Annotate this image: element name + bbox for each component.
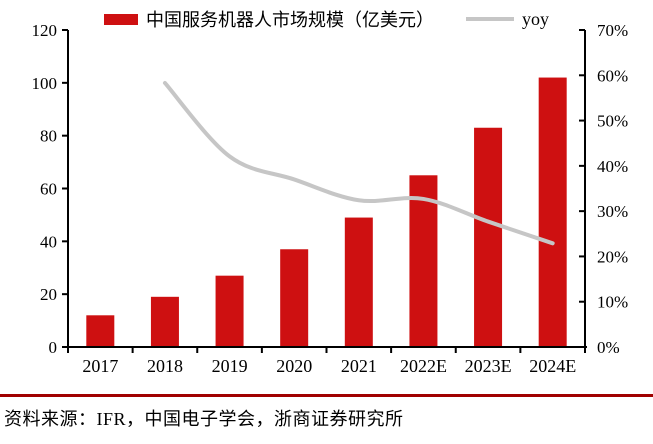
- chart-footer: 资料来源：IFR，中国电子学会，浙商证券研究所: [0, 394, 653, 431]
- line-series-swatch: [466, 17, 514, 21]
- chart-legend: 中国服务机器人市场规模（亿美元） yoy: [0, 6, 653, 32]
- right-tick-label: 0%: [597, 338, 620, 357]
- right-tick-label: 70%: [597, 21, 628, 40]
- right-tick-label: 40%: [597, 157, 628, 176]
- bar-series-swatch: [104, 13, 138, 25]
- left-tick-label: 40: [40, 232, 57, 251]
- axes-group: [62, 29, 587, 353]
- x-category-label: 2022E: [400, 356, 447, 376]
- left-tick-label: 80: [40, 127, 57, 146]
- bar-2019: [215, 275, 244, 347]
- bar-2021: [344, 217, 373, 347]
- bar-2020: [280, 249, 309, 347]
- yoy-line-group: [162, 80, 555, 246]
- x-category-label: 2021: [341, 356, 377, 376]
- right-tick-label: 30%: [597, 202, 628, 221]
- left-tick-label: 20: [40, 285, 57, 304]
- bar-line-chart: 0 20 40 60 80 100 120 0% 10% 20% 30% 40% 50% 60% 70% 20…: [32, 21, 629, 376]
- footer-divider: [0, 394, 653, 397]
- x-category-label: 2024E: [529, 356, 576, 376]
- bar-2017: [86, 315, 115, 347]
- left-tick-label: 0: [49, 338, 58, 357]
- left-tick-label: 60: [40, 180, 57, 199]
- bar-2024E: [538, 77, 567, 348]
- x-category-label: 2018: [147, 356, 183, 376]
- axis-labels-group: 0 20 40 60 80 100 120 0% 10% 20% 30% 40% 50% 60% 70% 20…: [32, 21, 629, 376]
- right-tick-label: 10%: [597, 293, 628, 312]
- bar-2023E: [474, 127, 503, 347]
- bar-2022E: [409, 175, 438, 347]
- left-tick-label: 120: [32, 21, 58, 40]
- x-category-label: 2017: [82, 356, 118, 376]
- right-tick-label: 60%: [597, 66, 628, 85]
- yoy-line: [162, 80, 555, 246]
- x-category-label: 2019: [212, 356, 248, 376]
- left-tick-label: 100: [32, 74, 58, 93]
- right-tick-label: 50%: [597, 112, 628, 131]
- x-category-label: 2023E: [465, 356, 512, 376]
- bar-2018: [150, 296, 179, 347]
- bars-group: [86, 77, 567, 348]
- bar-series-label: 中国服务机器人市场规模（亿美元）: [146, 10, 434, 30]
- line-series-label: yoy: [522, 8, 549, 29]
- source-note: 资料来源：IFR，中国电子学会，浙商证券研究所: [4, 409, 404, 429]
- right-tick-label: 20%: [597, 247, 628, 266]
- x-category-label: 2020: [276, 356, 312, 376]
